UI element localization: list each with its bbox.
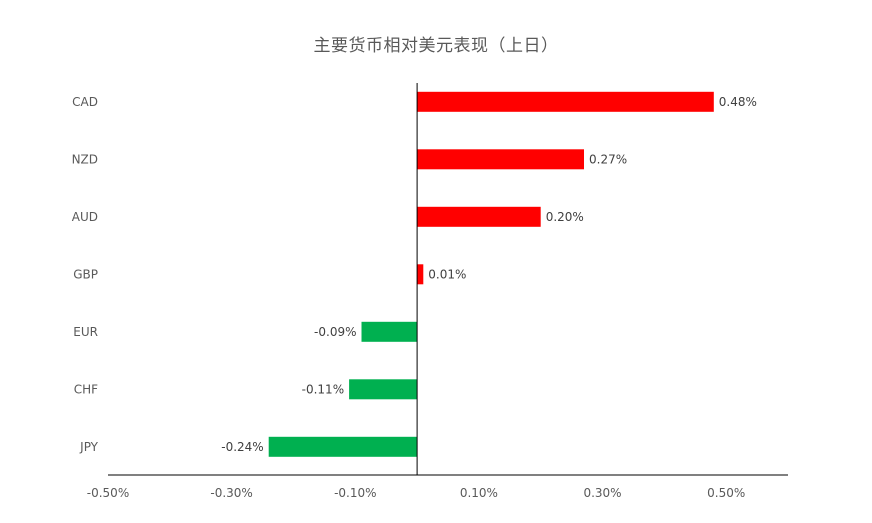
data-label-aud: 0.20%: [546, 210, 584, 224]
bar-eur: [361, 321, 418, 342]
data-label-cad: 0.48%: [719, 95, 757, 109]
data-label-jpy: -0.24%: [221, 440, 263, 454]
x-tick-label: -0.50%: [87, 486, 129, 500]
category-label-chf: CHF: [74, 382, 98, 396]
x-tick-label: -0.30%: [210, 486, 252, 500]
data-label-chf: -0.11%: [302, 382, 344, 396]
category-label-aud: AUD: [72, 210, 98, 224]
bar-jpy: [268, 436, 418, 457]
category-label-eur: EUR: [73, 325, 98, 339]
bar-chf: [349, 379, 418, 400]
data-label-nzd: 0.27%: [589, 152, 627, 166]
category-label-gbp: GBP: [73, 267, 98, 281]
category-label-cad: CAD: [72, 95, 98, 109]
bar-gbp: [417, 264, 424, 285]
category-label-nzd: NZD: [72, 152, 98, 166]
data-label-gbp: 0.01%: [428, 267, 466, 281]
bar-nzd: [417, 149, 584, 170]
x-tick-label: 0.50%: [707, 486, 745, 500]
data-label-eur: -0.09%: [314, 325, 356, 339]
category-label-jpy: JPY: [79, 440, 99, 454]
bar-aud: [417, 206, 541, 227]
x-tick-label: -0.10%: [334, 486, 376, 500]
x-tick-label: 0.10%: [460, 486, 498, 500]
bar-cad: [417, 91, 714, 112]
x-tick-label: 0.30%: [583, 486, 621, 500]
chart-title: 主要货币相对美元表现（上日）: [313, 36, 559, 56]
